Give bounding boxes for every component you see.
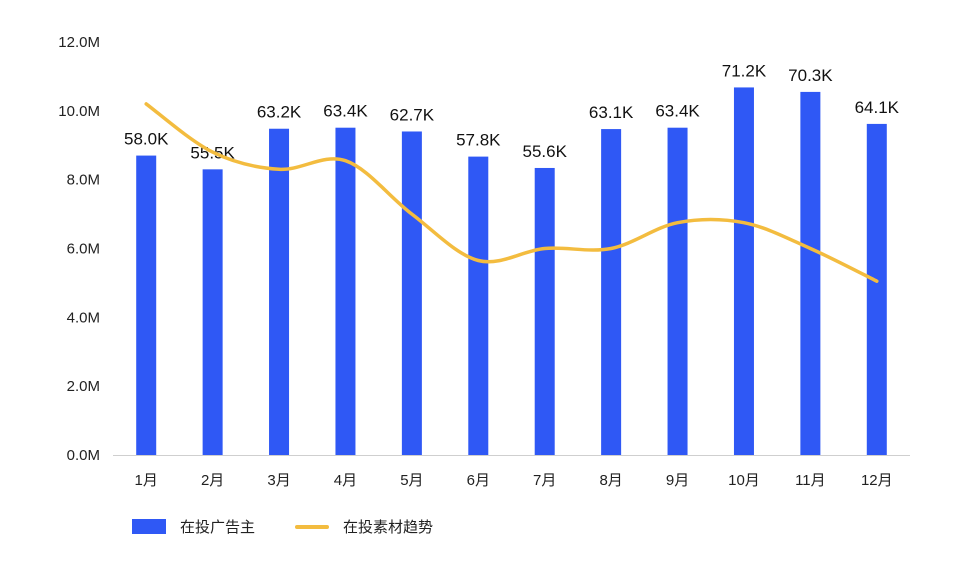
x-tick-label: 8月	[599, 472, 622, 489]
legend-bar-label: 在投广告主	[180, 518, 256, 536]
bar	[667, 127, 688, 455]
bar	[733, 87, 754, 456]
bar	[136, 155, 157, 455]
x-tick-label: 1月	[135, 472, 158, 489]
legend-line-label: 在投素材趋势	[343, 518, 434, 536]
bar-data-label: 71.2K	[722, 61, 767, 80]
x-tick-label: 6月	[467, 472, 490, 489]
bar-data-label: 63.4K	[655, 102, 700, 121]
x-tick-label: 12月	[861, 472, 893, 489]
bar-data-label: 63.2K	[257, 103, 302, 122]
y-tick-label: 12.0M	[58, 34, 100, 51]
x-axis: 1月 2月 3月 4月 5月 6月 7月 8月 9月 10月 11月 12月	[135, 472, 893, 489]
x-tick-label: 10月	[728, 472, 760, 489]
bar	[335, 127, 356, 455]
bar-data-label: 64.1K	[855, 98, 900, 117]
y-tick-label: 6.0M	[67, 241, 100, 258]
y-tick-label: 4.0M	[67, 309, 100, 326]
x-tick-label: 9月	[666, 472, 689, 489]
bar-data-label: 70.3K	[788, 66, 833, 85]
bar	[468, 156, 489, 456]
bar	[800, 91, 821, 455]
bar	[866, 123, 887, 455]
y-tick-label: 0.0M	[67, 447, 100, 464]
legend: 在投广告主 在投素材趋势	[132, 516, 473, 537]
bar	[401, 131, 422, 455]
legend-item-bars[interactable]: 在投广告主	[132, 516, 255, 537]
x-tick-label: 11月	[795, 472, 826, 489]
bar-series	[136, 87, 887, 456]
bar	[202, 169, 223, 455]
y-tick-label: 2.0M	[67, 378, 100, 395]
legend-bar-swatch	[132, 519, 166, 534]
bar-data-label: 63.1K	[589, 103, 634, 122]
bar-data-label: 57.8K	[456, 131, 501, 150]
bar	[601, 129, 622, 456]
bar-data-label: 63.4K	[323, 102, 368, 121]
x-tick-label: 2月	[201, 472, 224, 489]
y-tick-label: 10.0M	[58, 103, 100, 120]
x-tick-label: 4月	[334, 472, 357, 489]
bar-data-label: 55.6K	[522, 142, 567, 161]
bar	[269, 128, 290, 456]
x-tick-label: 3月	[267, 472, 290, 489]
trend-line	[144, 102, 879, 283]
bar-data-label: 62.7K	[390, 105, 435, 124]
legend-line-swatch	[295, 524, 330, 529]
bar	[534, 167, 555, 455]
y-tick-label: 8.0M	[67, 172, 100, 189]
y-axis: 0.0M 2.0M 4.0M 6.0M 8.0M 10.0M 12.0M	[58, 34, 100, 464]
x-tick-label: 7月	[533, 472, 556, 489]
bar-data-label: 58.0K	[124, 130, 169, 149]
legend-item-line[interactable]: 在投素材趋势	[295, 516, 433, 537]
x-tick-label: 5月	[400, 472, 423, 489]
